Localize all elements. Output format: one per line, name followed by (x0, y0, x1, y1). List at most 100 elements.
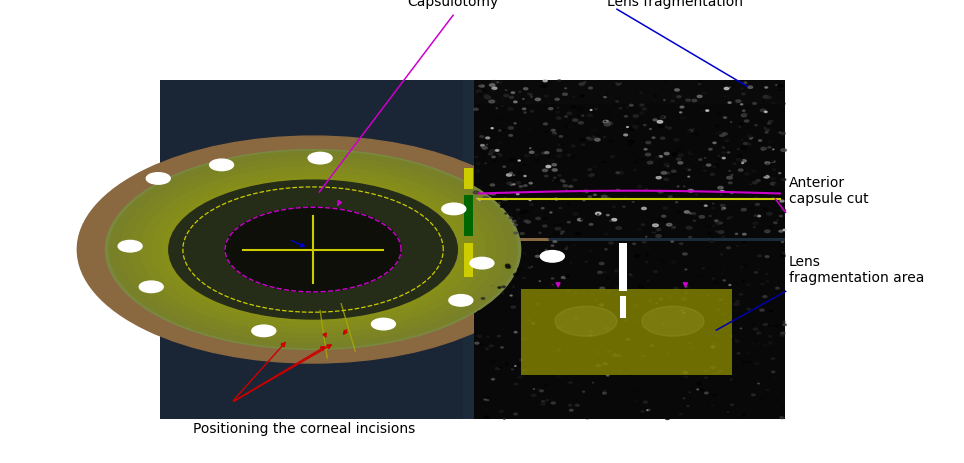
Text: Lens
fragmentation area: Lens fragmentation area (789, 255, 924, 285)
Circle shape (561, 277, 566, 279)
Circle shape (226, 208, 401, 292)
Circle shape (697, 389, 699, 390)
Circle shape (680, 244, 683, 245)
Circle shape (713, 373, 715, 374)
Circle shape (576, 233, 580, 235)
Circle shape (529, 200, 531, 201)
Circle shape (617, 85, 620, 86)
Circle shape (763, 208, 767, 211)
Circle shape (473, 109, 478, 111)
Circle shape (710, 139, 711, 140)
Circle shape (591, 130, 597, 133)
Circle shape (604, 122, 605, 123)
Circle shape (713, 143, 716, 144)
Circle shape (489, 194, 492, 195)
Circle shape (772, 103, 775, 105)
Circle shape (568, 155, 570, 156)
Circle shape (162, 177, 465, 323)
Circle shape (673, 96, 678, 98)
Circle shape (610, 319, 613, 321)
Circle shape (603, 328, 608, 330)
Circle shape (681, 310, 683, 311)
Circle shape (563, 94, 568, 96)
Circle shape (497, 174, 501, 176)
Circle shape (640, 93, 642, 94)
Circle shape (553, 241, 557, 243)
Bar (464, 196, 473, 237)
Circle shape (704, 318, 709, 320)
Circle shape (672, 262, 676, 264)
Circle shape (528, 267, 531, 269)
Circle shape (475, 199, 480, 201)
Circle shape (526, 102, 531, 105)
Circle shape (551, 402, 555, 404)
Circle shape (660, 130, 663, 131)
Circle shape (519, 92, 521, 93)
Circle shape (736, 234, 737, 235)
Circle shape (542, 290, 545, 292)
Circle shape (547, 400, 549, 401)
Circle shape (529, 95, 532, 96)
Circle shape (478, 219, 479, 220)
Circle shape (697, 96, 702, 98)
Circle shape (668, 128, 672, 130)
Circle shape (173, 182, 454, 318)
Circle shape (692, 204, 693, 205)
Circle shape (252, 325, 276, 337)
Circle shape (554, 199, 556, 200)
Circle shape (651, 145, 654, 146)
Circle shape (490, 345, 494, 347)
Circle shape (557, 350, 561, 351)
Circle shape (629, 331, 632, 332)
Circle shape (531, 323, 535, 325)
Circle shape (636, 199, 641, 201)
Circle shape (660, 138, 665, 140)
Circle shape (766, 389, 768, 390)
Circle shape (596, 351, 600, 353)
Circle shape (564, 364, 566, 365)
Circle shape (657, 229, 661, 231)
Circle shape (502, 286, 505, 288)
Circle shape (741, 405, 745, 407)
Circle shape (629, 304, 631, 305)
Circle shape (589, 332, 593, 333)
Circle shape (689, 343, 691, 344)
Circle shape (542, 368, 545, 369)
Circle shape (774, 223, 777, 224)
Circle shape (702, 265, 705, 266)
Circle shape (513, 175, 515, 176)
Circle shape (744, 416, 747, 417)
Circle shape (498, 143, 501, 144)
Circle shape (722, 148, 725, 149)
Circle shape (631, 337, 633, 338)
Circle shape (496, 241, 500, 243)
Circle shape (568, 126, 572, 128)
Circle shape (754, 227, 755, 228)
Circle shape (531, 267, 532, 268)
Circle shape (728, 181, 732, 182)
Circle shape (546, 360, 549, 362)
Circle shape (514, 102, 517, 104)
Circle shape (649, 300, 651, 301)
Circle shape (518, 376, 522, 378)
Circle shape (616, 101, 619, 103)
Circle shape (603, 97, 606, 99)
Circle shape (736, 246, 738, 247)
Circle shape (662, 157, 664, 158)
Circle shape (492, 81, 496, 84)
Circle shape (659, 156, 662, 158)
Circle shape (639, 295, 641, 296)
Circle shape (756, 153, 761, 156)
Circle shape (667, 184, 672, 187)
Circle shape (689, 213, 691, 214)
Circle shape (499, 411, 503, 413)
Circle shape (675, 258, 680, 260)
Circle shape (525, 332, 528, 333)
Circle shape (762, 150, 763, 151)
Circle shape (637, 123, 638, 124)
Circle shape (780, 335, 784, 337)
Circle shape (703, 102, 704, 103)
Circle shape (639, 286, 643, 288)
Circle shape (718, 156, 720, 157)
Circle shape (722, 152, 726, 154)
